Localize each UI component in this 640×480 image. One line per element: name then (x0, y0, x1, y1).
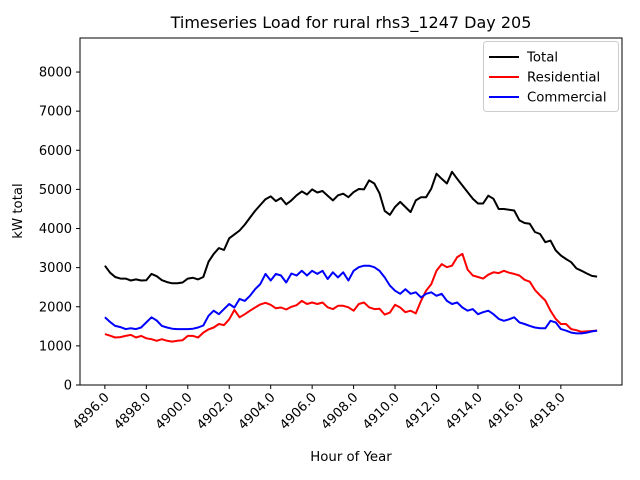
y-axis-label: kW total (11, 183, 26, 238)
y-tick-label: 0 (64, 379, 72, 394)
x-axis-ticks: 4896.04898.04900.04902.04904.04906.04908… (70, 385, 569, 433)
legend: Total Residential Commercial (483, 41, 619, 112)
x-tick-label: 4914.0 (443, 390, 486, 433)
y-tick-label: 4000 (39, 222, 72, 237)
x-tick-label: 4910.0 (360, 390, 403, 433)
x-tick-label: 4902.0 (194, 390, 237, 433)
y-axis-ticks: 0 1000 2000 3000 4000 5000 6000 7000 8000 (39, 66, 80, 394)
x-tick-label: 4906.0 (277, 390, 320, 433)
x-axis-label: Hour of Year (310, 450, 392, 465)
legend-item-residential: Residential (489, 71, 600, 86)
y-tick-label: 7000 (39, 105, 72, 120)
y-tick-label: 1000 (39, 339, 72, 354)
x-tick-label: 4898.0 (111, 390, 154, 433)
series-line-residential (104, 252, 598, 343)
series-line-total (104, 170, 598, 285)
y-tick-label: 2000 (39, 300, 72, 315)
plot-lines (104, 170, 598, 343)
legend-label-commercial: Commercial (527, 91, 607, 106)
x-tick-label: 4900.0 (153, 390, 196, 433)
x-tick-label: 4916.0 (484, 390, 527, 433)
legend-label-residential: Residential (527, 71, 600, 86)
y-tick-label: 6000 (39, 144, 72, 159)
axes-frame (79, 37, 623, 386)
x-tick-label: 4918.0 (526, 390, 569, 433)
legend-label-total: Total (526, 51, 558, 66)
y-tick-label: 8000 (39, 66, 72, 81)
series-line-commercial (104, 264, 598, 335)
y-tick-label: 5000 (39, 183, 72, 198)
y-tick-label: 3000 (39, 261, 72, 276)
legend-item-total: Total (489, 51, 558, 66)
x-tick-label: 4912.0 (402, 390, 445, 433)
chart-title: Timeseries Load for rural rhs3_1247 Day … (170, 13, 532, 33)
x-tick-label: 4908.0 (319, 390, 362, 433)
x-tick-label: 4904.0 (236, 390, 279, 433)
legend-frame (483, 41, 619, 112)
x-tick-label: 4896.0 (70, 390, 113, 433)
legend-item-commercial: Commercial (489, 91, 607, 106)
